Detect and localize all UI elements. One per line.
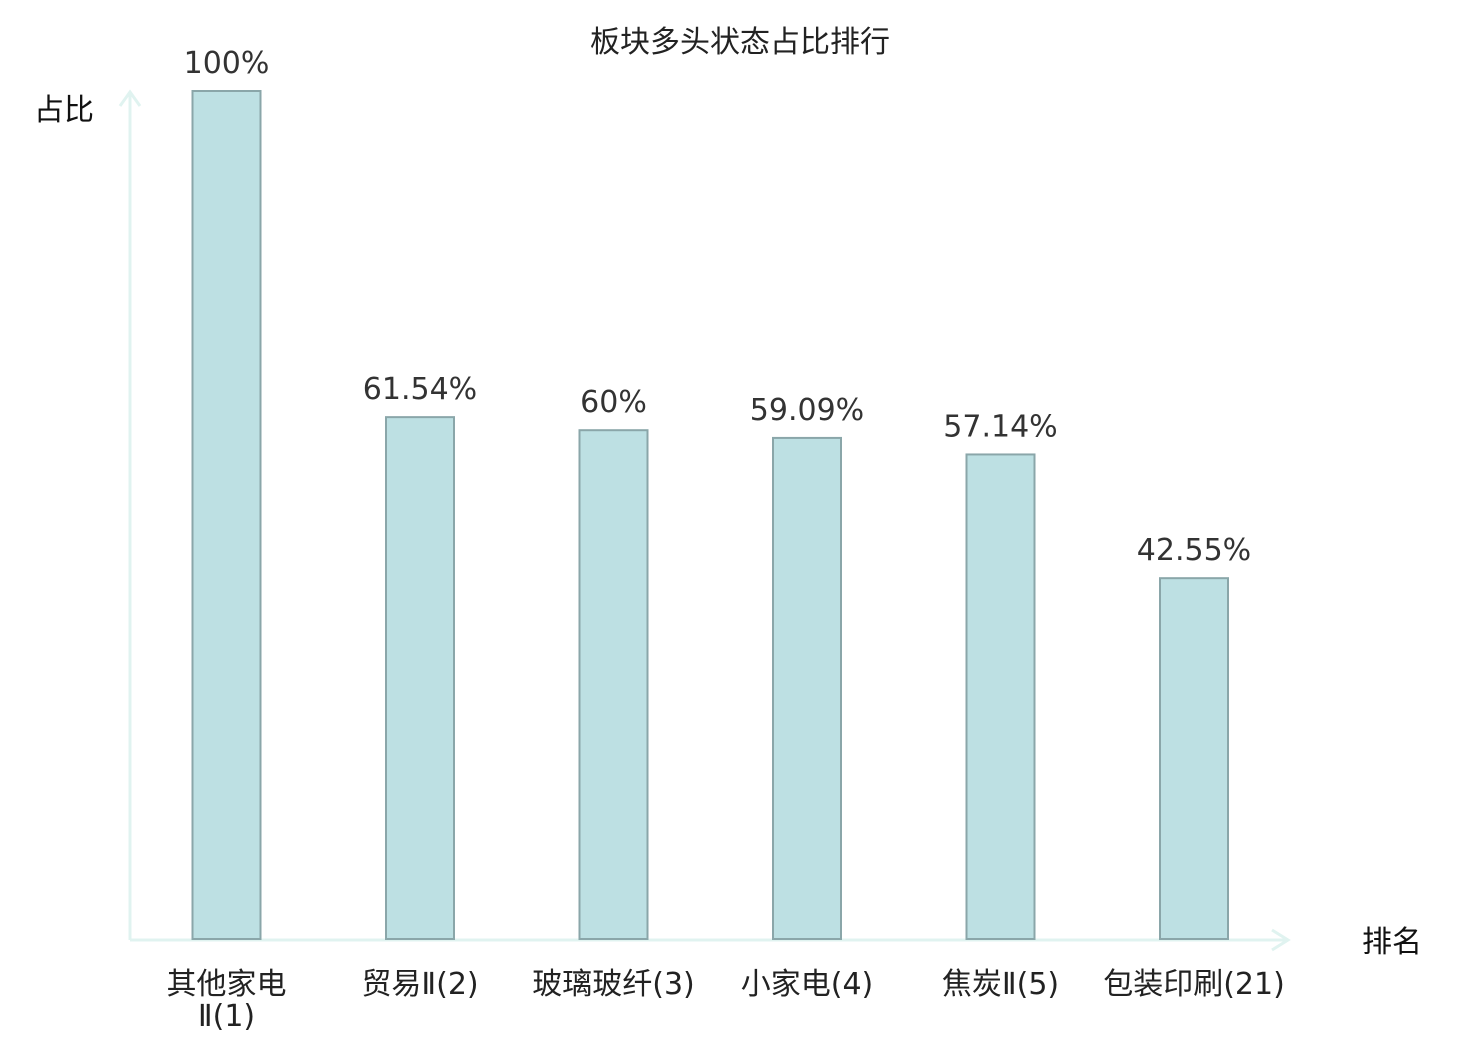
y-axis-label: 占比 (34, 93, 94, 128)
category-label-line: Ⅱ(1) (198, 999, 255, 1034)
category-label-line: 其他家电 (167, 967, 287, 1002)
y-axis-arrow (118, 89, 142, 107)
bar (578, 429, 649, 940)
bar (191, 90, 262, 940)
value-labels-group: 100% 61.54% 60% 59.09% 57.14% 42.55% (184, 46, 1252, 568)
bar-value-label: 57.14% (943, 409, 1057, 444)
bar-value-label: 42.55% (1137, 533, 1251, 568)
category-label: 其他家电 Ⅱ(1) (167, 967, 287, 1034)
bar-value-label: 100% (184, 46, 270, 81)
category-label: 小家电(4) (741, 967, 874, 1002)
category-labels-group: 其他家电 Ⅱ(1) 贸易Ⅱ(2) 玻璃玻纤(3) 小家电(4) 焦炭Ⅱ(5) 包装印刷(21… (167, 967, 1285, 1034)
category-label-line: 玻璃玻纤(3) (532, 967, 695, 1002)
bar-value-label: 61.54% (363, 372, 477, 407)
chart-title: 板块多头状态占比排行 (590, 25, 890, 60)
bars-group (191, 90, 1229, 941)
category-label: 包装印刷(21) (1103, 967, 1285, 1002)
category-label-line: 焦炭Ⅱ(5) (942, 967, 1059, 1002)
category-label: 贸易Ⅱ(2) (361, 967, 478, 1002)
category-label: 焦炭Ⅱ(5) (942, 967, 1059, 1002)
category-label: 玻璃玻纤(3) (532, 967, 695, 1002)
category-label-line: 包装印刷(21) (1103, 967, 1285, 1002)
x-axis-label: 排名 (1362, 925, 1422, 960)
bar (1159, 577, 1229, 941)
bar-value-label: 59.09% (750, 393, 864, 428)
bar (385, 416, 455, 940)
bar (772, 436, 842, 940)
axes (118, 89, 1291, 952)
bar (965, 453, 1036, 940)
category-label-line: 贸易Ⅱ(2) (361, 967, 478, 1002)
bar-value-label: 60% (580, 385, 647, 420)
x-axis-arrow (1271, 928, 1291, 952)
category-label-line: 小家电(4) (741, 967, 874, 1002)
